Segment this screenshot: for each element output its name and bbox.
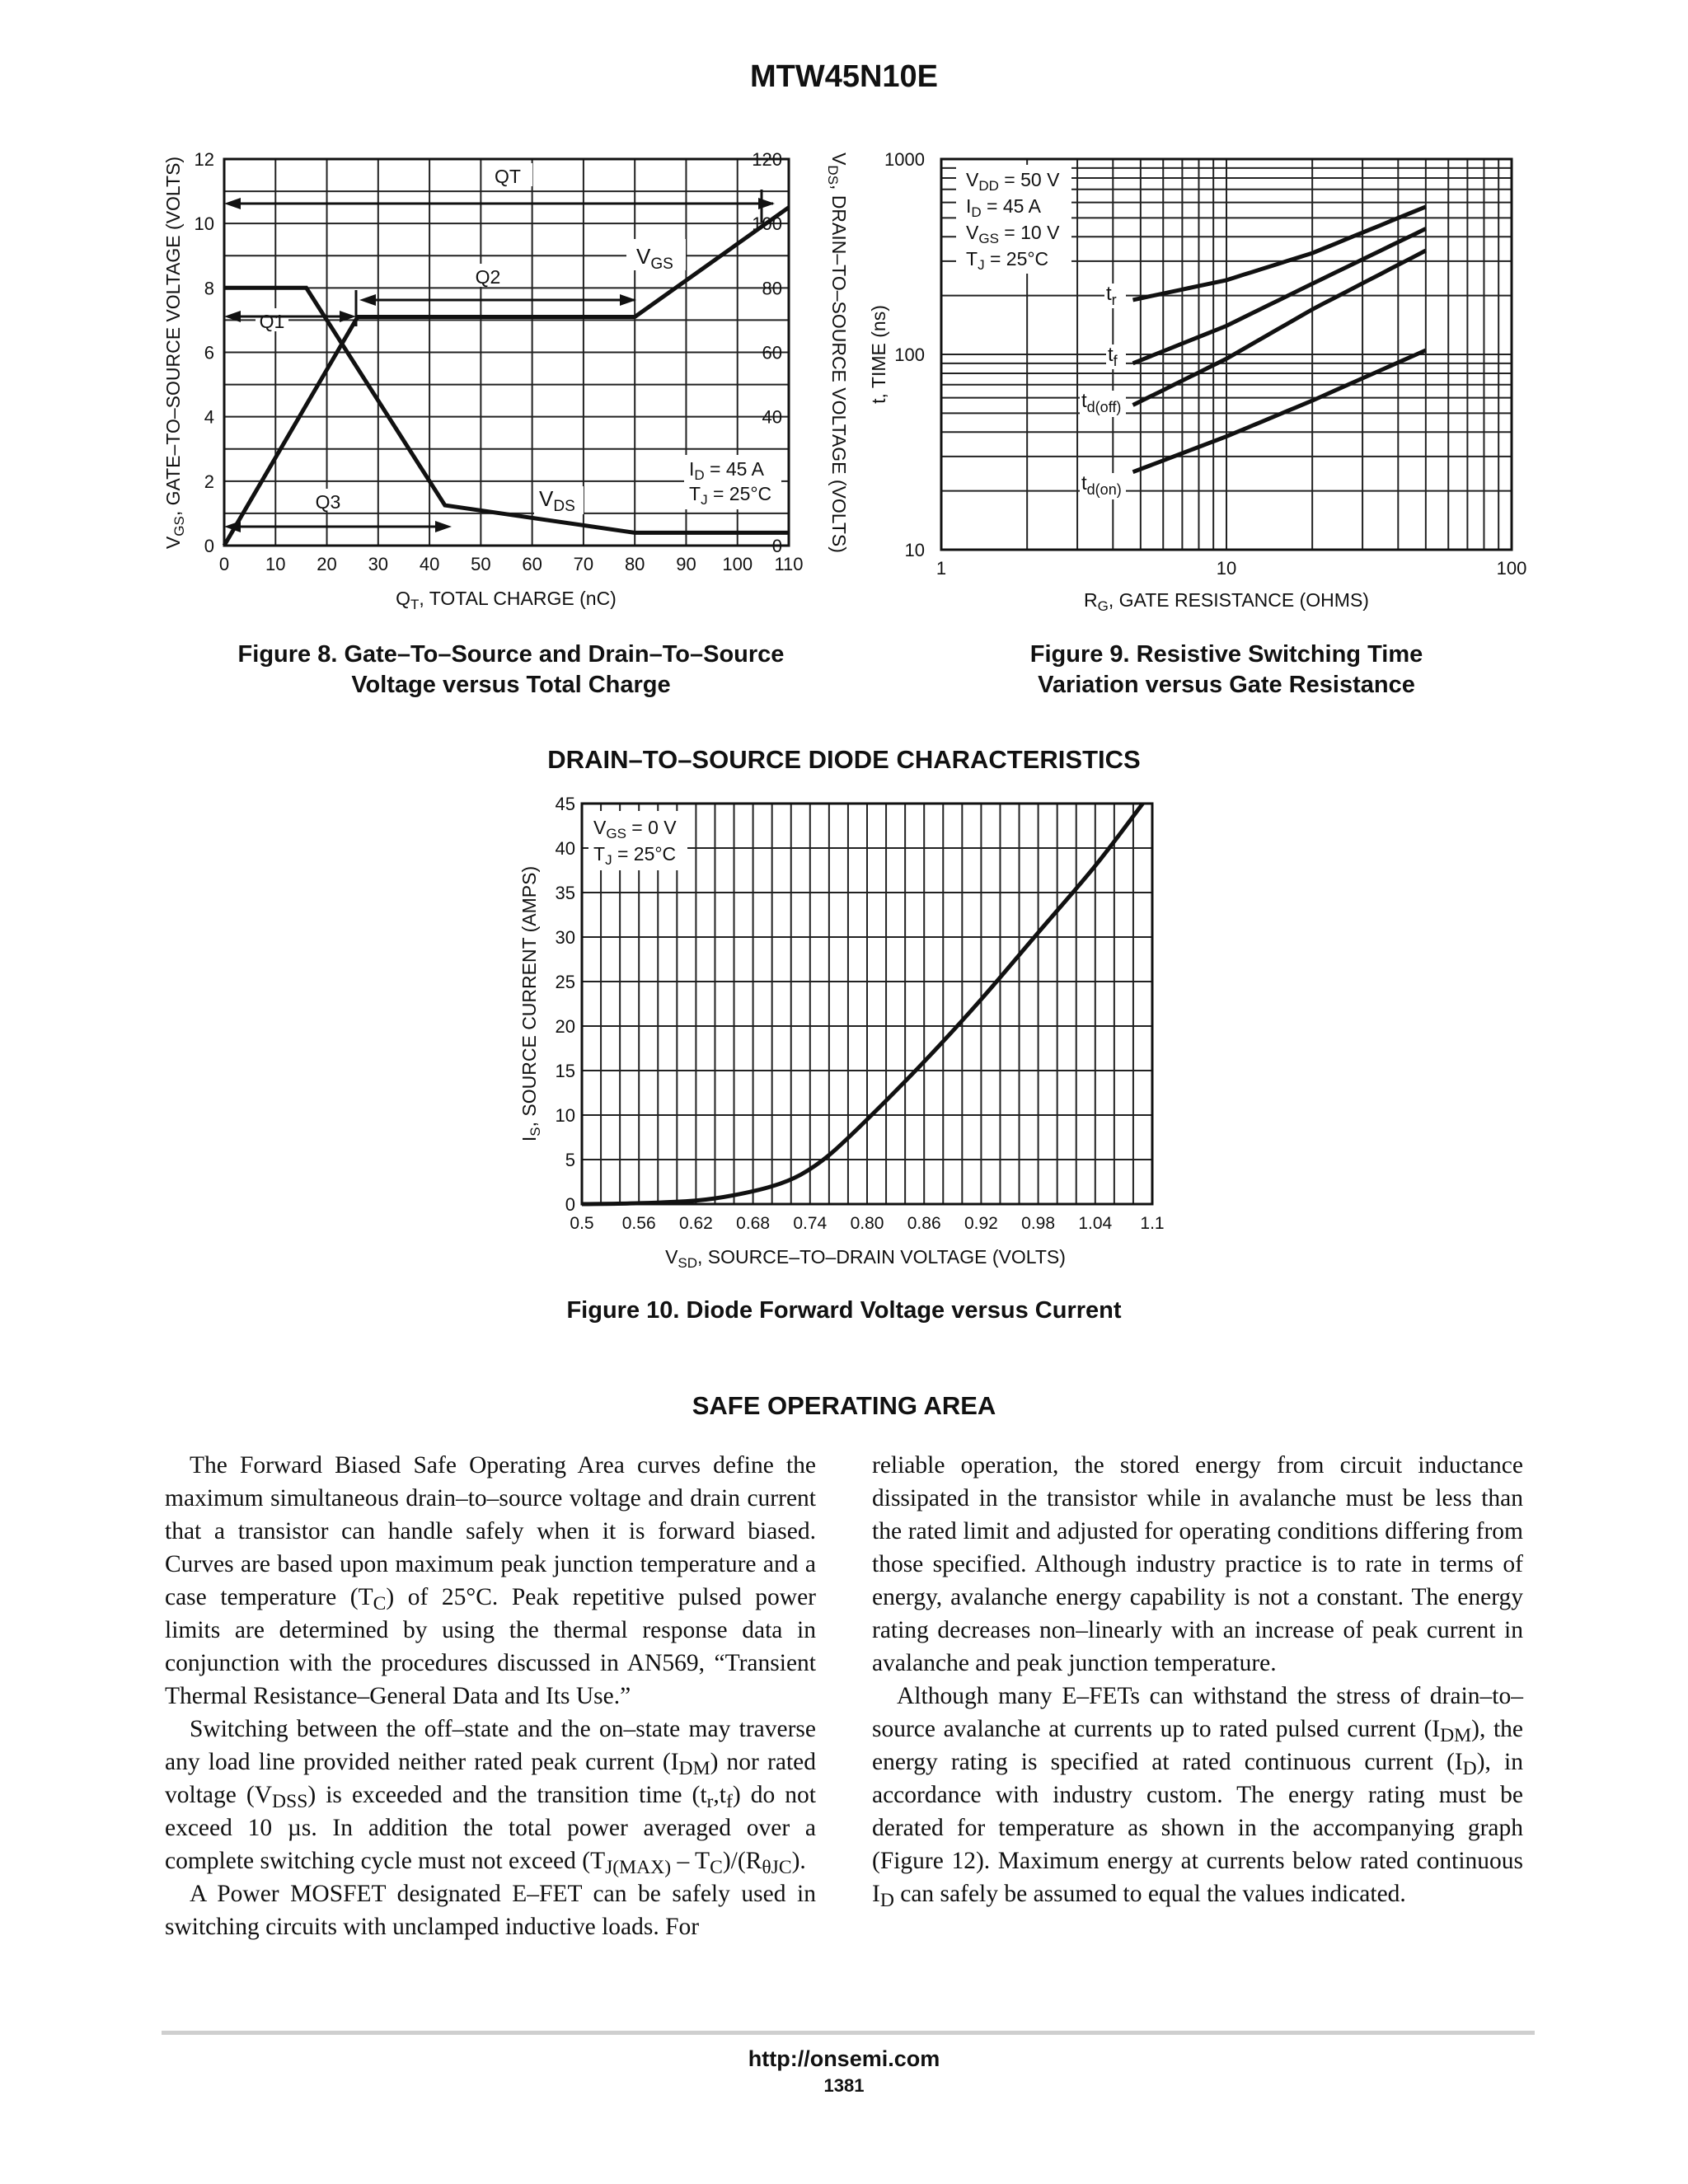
- figure-8-x-axis-label: QT, TOTAL CHARGE (nC): [396, 588, 617, 612]
- x-tick-label: 40: [420, 554, 439, 574]
- figure-8-left-axis-label: VGS, GATE–TO–SOURCE VOLTAGE (VOLTS): [162, 157, 187, 549]
- x-tick-label: 80: [625, 554, 645, 574]
- x-tick-label: 70: [574, 554, 593, 574]
- x-tick-label: 20: [316, 554, 336, 574]
- x-tick-label: 90: [676, 554, 696, 574]
- series-vgs-line: [222, 205, 790, 547]
- soa-right-paragraph-2: Although many E–FETs can withstand the s…: [872, 1683, 1523, 1911]
- soa-right-paragraph-1: reliable operation, the stored energy fr…: [872, 1452, 1523, 1676]
- left-tick-label: 10: [195, 213, 214, 234]
- series-vds-line: [224, 285, 789, 535]
- page-number: 1381: [823, 2075, 865, 2096]
- right-tick-label: 60: [762, 343, 782, 363]
- x-tick-label: 50: [471, 554, 490, 574]
- right-tick-label: 80: [762, 278, 782, 298]
- vgs-curve-label: VGS: [636, 244, 673, 273]
- figure-8-caption-line2: Voltage versus Total Charge: [351, 672, 671, 698]
- x-tick-label: 0: [219, 554, 229, 574]
- part-number-title: MTW45N10E: [749, 59, 939, 94]
- right-tick-label: 40: [762, 407, 782, 428]
- figure-8-left-ticks: 0 2 4 6 8 10 12: [195, 149, 214, 556]
- diode-section-title: DRAIN–TO–SOURCE DIODE CHARACTERISTICS: [547, 745, 1141, 774]
- soa-heading: SAFE OPERATING AREA: [692, 1391, 996, 1420]
- q2-label: Q2: [476, 266, 501, 288]
- x-tick-label: 10: [265, 554, 285, 574]
- soa-left-column: The Forward Biased Safe Operating Area c…: [165, 1449, 816, 1943]
- figure-8-arrows: [223, 190, 773, 528]
- figure-8-caption: Figure 8. Gate–To–Source and Drain–To–So…: [206, 640, 816, 701]
- figure-8-x-ticks: 0 10 20 30 40 50 60 70 80 90 100 110: [219, 554, 804, 574]
- x-tick-label: 100: [722, 554, 753, 574]
- soa-right-column: reliable operation, the stored energy fr…: [872, 1449, 1523, 1910]
- figure-8-frame: [223, 157, 790, 547]
- left-tick-label: 2: [204, 471, 214, 492]
- right-tick-label: 0: [772, 536, 782, 556]
- soa-left-paragraph-1: The Forward Biased Safe Operating Area c…: [165, 1452, 816, 1709]
- x-tick-label: 60: [522, 554, 542, 574]
- figure-9-caption-line1: Figure 9. Resistive Switching Time: [1029, 641, 1423, 668]
- left-tick-label: 8: [204, 278, 214, 298]
- figure-9-caption-line2: Variation versus Gate Resistance: [1038, 672, 1415, 698]
- figure-8-right-ticks: 020406080100120: [752, 149, 782, 556]
- soa-left-paragraph-3: A Power MOSFET designated E–FET can be s…: [165, 1881, 816, 1940]
- left-tick-label: 6: [204, 343, 214, 363]
- figure-8-annotations: [256, 163, 781, 514]
- figure-8-right-axis-label: VDS, DRAIN–TO–SOURCE VOLTAGE (VOLTS): [825, 152, 850, 553]
- fig8-cond-id: ID = 45 A: [689, 458, 765, 483]
- vds-curve-label: VDS: [539, 486, 575, 515]
- figure-10-caption: Figure 10. Diode Forward Voltage versus …: [566, 1297, 1122, 1324]
- q3-label: Q3: [316, 491, 341, 513]
- qt-label: QT: [495, 166, 521, 187]
- left-tick-label: 12: [195, 149, 214, 170]
- x-tick-label: 30: [368, 554, 388, 574]
- fig8-cond-tj: TJ = 25°C: [689, 483, 771, 508]
- figure-9-caption: Figure 9. Resistive Switching Time Varia…: [946, 640, 1507, 701]
- x-tick-label: 110: [774, 554, 803, 574]
- right-tick-label: 120: [752, 149, 782, 170]
- left-tick-label: 0: [204, 536, 214, 556]
- soa-left-paragraph-2: Switching between the off–state and the …: [165, 1716, 816, 1878]
- footer-url-link[interactable]: http://onsemi.com: [748, 2046, 940, 2071]
- left-tick-label: 4: [204, 407, 214, 428]
- figure-8-arrowheads: [224, 198, 775, 532]
- footer-rule: [162, 2031, 1535, 2035]
- q1-label: Q1: [260, 311, 285, 332]
- figure-8-caption-line1: Figure 8. Gate–To–Source and Drain–To–So…: [237, 641, 785, 668]
